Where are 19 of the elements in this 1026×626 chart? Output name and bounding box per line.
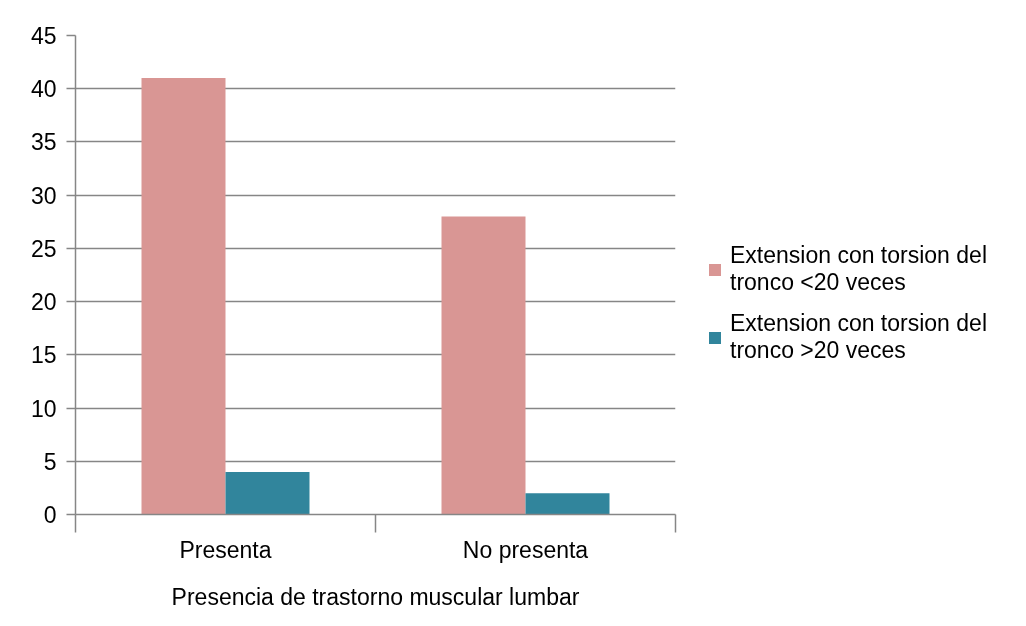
y-tick-label: 40 bbox=[30, 76, 57, 103]
x-tick-label: Presenta bbox=[179, 536, 272, 563]
y-tick-label: 30 bbox=[30, 182, 57, 209]
bar bbox=[525, 493, 610, 515]
x-axis-title: Presencia de trastorno muscular lumbar bbox=[171, 583, 580, 610]
y-tick-label: 0 bbox=[43, 502, 57, 528]
x-tick-label: No presenta bbox=[462, 536, 589, 563]
y-tick-label: 35 bbox=[30, 129, 57, 156]
y-tick-label: 20 bbox=[30, 289, 57, 316]
y-tick-label: 45 bbox=[30, 23, 57, 49]
y-tick-label: 15 bbox=[30, 342, 57, 369]
bar bbox=[141, 78, 226, 515]
y-tick-label: 5 bbox=[43, 448, 57, 475]
legend-label: Extension con torsion del tronco >20 veces bbox=[730, 310, 987, 364]
bar bbox=[441, 216, 526, 515]
y-tick-label: 25 bbox=[30, 235, 57, 262]
y-tick-label: 10 bbox=[30, 395, 57, 422]
legend-label: Extension con torsion del tronco <20 veces bbox=[730, 242, 987, 296]
bar bbox=[225, 471, 310, 515]
